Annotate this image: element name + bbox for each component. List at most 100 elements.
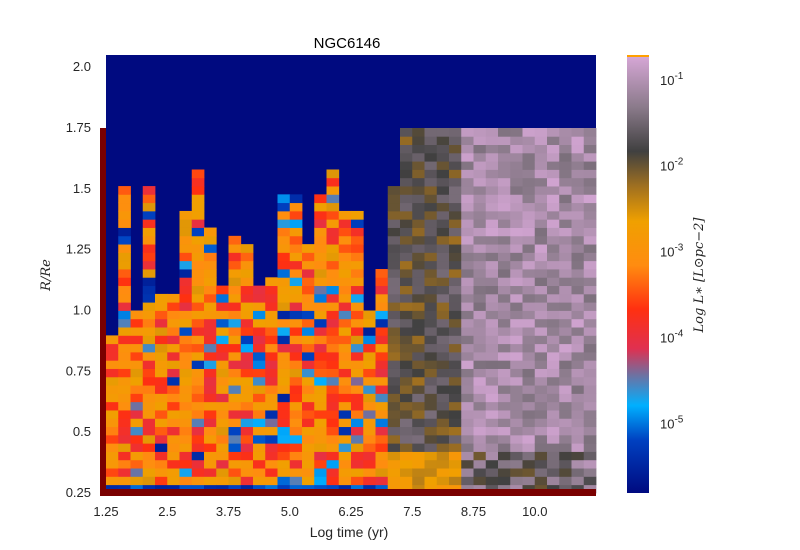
heatmap-cell <box>131 352 144 361</box>
heatmap-cell <box>584 302 597 311</box>
heatmap-cell <box>412 169 425 178</box>
heatmap-cell <box>425 452 438 461</box>
heatmap-cell <box>498 153 511 162</box>
heatmap-cell <box>265 302 278 311</box>
heatmap-cell <box>486 136 499 145</box>
heatmap-cell <box>449 228 462 237</box>
heatmap-cell <box>437 286 450 295</box>
heatmap-cell <box>510 319 523 328</box>
heatmap-cell <box>143 211 156 220</box>
heatmap-cell <box>510 311 523 320</box>
heatmap-cell <box>498 203 511 212</box>
heatmap-cell <box>327 435 340 444</box>
heatmap-cell <box>388 460 401 469</box>
heatmap-cell <box>314 402 327 411</box>
heatmap-cell <box>474 393 487 402</box>
heatmap-cell <box>461 452 474 461</box>
heatmap-cell <box>216 385 229 394</box>
heatmap-cell <box>461 203 474 212</box>
heatmap-cell <box>498 344 511 353</box>
heatmap-cell <box>339 228 352 237</box>
heatmap-cell <box>474 252 487 261</box>
heatmap-cell <box>376 468 389 477</box>
heatmap-cell <box>180 352 193 361</box>
heatmap-cell <box>572 161 585 170</box>
heatmap-cell <box>523 261 536 270</box>
heatmap-cell <box>486 443 499 452</box>
heatmap-cell <box>425 435 438 444</box>
heatmap-cell <box>229 277 242 286</box>
heatmap-cell <box>155 393 168 402</box>
heatmap-cell <box>216 360 229 369</box>
heatmap-cell <box>510 203 523 212</box>
heatmap-cell <box>449 261 462 270</box>
heatmap-cell <box>302 294 315 303</box>
heatmap-cell <box>412 153 425 162</box>
heatmap-cell <box>106 452 119 461</box>
heatmap-cell <box>535 136 548 145</box>
heatmap-cell <box>376 435 389 444</box>
heatmap-cell <box>143 269 156 278</box>
heatmap-cell <box>388 427 401 436</box>
heatmap-cell <box>167 360 180 369</box>
heatmap-cell <box>302 327 315 336</box>
heatmap-cell <box>412 369 425 378</box>
y-tick-label: 0.5 <box>73 424 91 439</box>
heatmap-cell <box>265 460 278 469</box>
heatmap-cell <box>131 377 144 386</box>
heatmap-cell <box>559 219 572 228</box>
heatmap-cell <box>523 443 536 452</box>
heatmap-cell <box>241 468 254 477</box>
heatmap-cell <box>265 294 278 303</box>
heatmap-cell <box>302 410 315 419</box>
heatmap-cell <box>143 186 156 195</box>
heatmap-cell <box>131 418 144 427</box>
heatmap-cell <box>498 244 511 253</box>
heatmap-cell <box>278 244 291 253</box>
heatmap-cell <box>437 194 450 203</box>
heatmap-cell <box>180 236 193 245</box>
heatmap-cell <box>437 344 450 353</box>
heatmap-cell <box>241 460 254 469</box>
heatmap-cell <box>523 145 536 154</box>
heatmap-cell <box>265 418 278 427</box>
heatmap-cell <box>143 228 156 237</box>
heatmap-cell <box>535 286 548 295</box>
heatmap-cell <box>572 269 585 278</box>
heatmap-cell <box>278 219 291 228</box>
heatmap-cell <box>278 443 291 452</box>
heatmap-cell <box>180 360 193 369</box>
heatmap-cell <box>253 385 266 394</box>
heatmap-cell <box>547 269 560 278</box>
heatmap-cell <box>106 468 119 477</box>
heatmap-cell <box>167 335 180 344</box>
heatmap-cell <box>449 252 462 261</box>
heatmap-cell <box>327 427 340 436</box>
heatmap-cell <box>106 335 119 344</box>
heatmap-cell <box>118 311 131 320</box>
heatmap-cell <box>486 377 499 386</box>
heatmap-cell <box>314 327 327 336</box>
heatmap-cell <box>388 410 401 419</box>
heatmap-cell <box>216 460 229 469</box>
heatmap-cell <box>192 311 205 320</box>
heatmap-cell <box>155 443 168 452</box>
heatmap-cell <box>584 128 597 137</box>
heatmap-cell <box>143 468 156 477</box>
heatmap-cell <box>461 244 474 253</box>
heatmap-cell <box>155 460 168 469</box>
heatmap-cell <box>143 327 156 336</box>
heatmap-cells <box>100 55 596 496</box>
heatmap-cell <box>229 252 242 261</box>
heatmap-cell <box>449 319 462 328</box>
heatmap-cell <box>486 194 499 203</box>
heatmap-cell <box>363 352 376 361</box>
heatmap-cell <box>192 460 205 469</box>
heatmap-cell <box>351 219 364 228</box>
heatmap-cell <box>229 435 242 444</box>
heatmap-cell <box>412 186 425 195</box>
heatmap-cell <box>449 476 462 485</box>
heatmap-cell <box>388 468 401 477</box>
heatmap-cell <box>180 228 193 237</box>
heatmap-cell <box>523 319 536 328</box>
